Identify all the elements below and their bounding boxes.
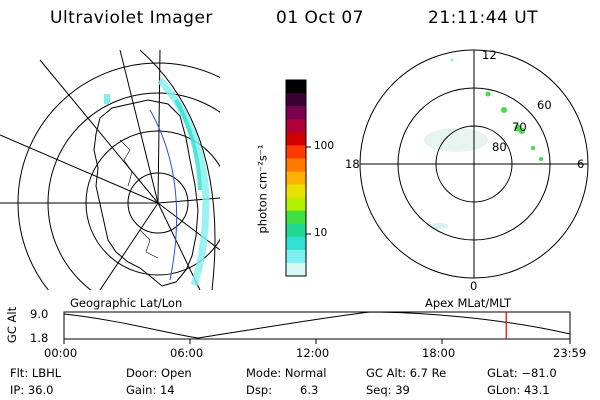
altitude-xtick-0000: 00:00 bbox=[44, 346, 78, 360]
colorbar-segment bbox=[286, 184, 306, 199]
mlat-label-70: 70 bbox=[512, 120, 527, 134]
colorbar-segment bbox=[286, 158, 306, 173]
colorbar-segment bbox=[286, 80, 306, 94]
altitude-ytick-9: 9.0 bbox=[30, 307, 49, 321]
polar-plot bbox=[359, 49, 589, 279]
altitude-xtick-0600: 06:00 bbox=[170, 346, 204, 360]
colorbar-segment bbox=[286, 262, 306, 277]
polar-panel-label: Apex MLat/MLT bbox=[425, 296, 512, 310]
mlt-label-0: 0 bbox=[470, 279, 478, 293]
geo-panel-label: Geographic Lat/Lon bbox=[70, 296, 183, 310]
colorbar-segment bbox=[286, 145, 306, 159]
mlt-label-6: 6 bbox=[577, 157, 585, 171]
colorbar-segment bbox=[286, 106, 306, 120]
altitude-xtick-1800: 18:00 bbox=[422, 346, 456, 360]
status-filter: Flt: LBHL bbox=[10, 366, 62, 380]
altitude-ylabel: GC Alt bbox=[5, 306, 20, 344]
colorbar-segment bbox=[286, 249, 306, 264]
colorbar-segment bbox=[286, 93, 306, 107]
status-glon: GLon: 43.1 bbox=[487, 383, 550, 397]
colorbar-segment bbox=[286, 210, 306, 225]
polar-aurora-points bbox=[450, 58, 543, 161]
mlt-label-18: 18 bbox=[345, 157, 360, 171]
altitude-xtick-1200: 12:00 bbox=[296, 346, 330, 360]
colorbar-segment bbox=[286, 223, 306, 238]
status-gc-alt: GC Alt: 6.7 Re bbox=[366, 366, 447, 380]
colorbar-frame bbox=[285, 79, 307, 277]
geo-limb-line bbox=[139, 49, 216, 291]
colorbar-segment bbox=[286, 132, 306, 146]
status-door: Door: Open bbox=[126, 366, 192, 380]
status-mode: Mode: Normal bbox=[246, 366, 327, 380]
colorbar-segment bbox=[286, 197, 306, 212]
instrument-title: Ultraviolet Imager bbox=[50, 8, 213, 28]
colorbar-tick-label-100: 100 bbox=[314, 140, 335, 152]
geo-aurora-arc bbox=[104, 77, 210, 287]
colorbar-tick-label-10: 10 bbox=[314, 227, 328, 239]
date-label: 01 Oct 07 bbox=[276, 8, 364, 28]
status-ip: IP: 36.0 bbox=[10, 383, 54, 397]
colorbar-segment bbox=[286, 236, 306, 251]
altitude-xtick-2359: 23:59 bbox=[553, 346, 587, 360]
status-seq: Seq: 39 bbox=[366, 383, 410, 397]
mlt-label-12: 12 bbox=[482, 48, 497, 62]
geographic-image bbox=[0, 50, 220, 290]
colorbar-segment bbox=[286, 119, 306, 133]
altitude-plot bbox=[63, 311, 571, 344]
status-glat: GLat: −81.0 bbox=[487, 366, 557, 380]
altitude-ytick-1-8: 1.8 bbox=[30, 331, 49, 345]
time-label: 21:11:44 UT bbox=[428, 8, 539, 28]
status-dsp-label: Dsp: bbox=[246, 383, 273, 397]
colorbar bbox=[286, 80, 306, 277]
mlat-label-80: 80 bbox=[492, 140, 507, 154]
status-dsp-value: 6.3 bbox=[300, 383, 319, 397]
colorbar-segment bbox=[286, 171, 306, 186]
colorbar-unit-label: photon cm⁻²s⁻¹ bbox=[255, 144, 270, 234]
mlat-label-60: 60 bbox=[537, 98, 552, 112]
status-gain: Gain: 14 bbox=[126, 383, 175, 397]
